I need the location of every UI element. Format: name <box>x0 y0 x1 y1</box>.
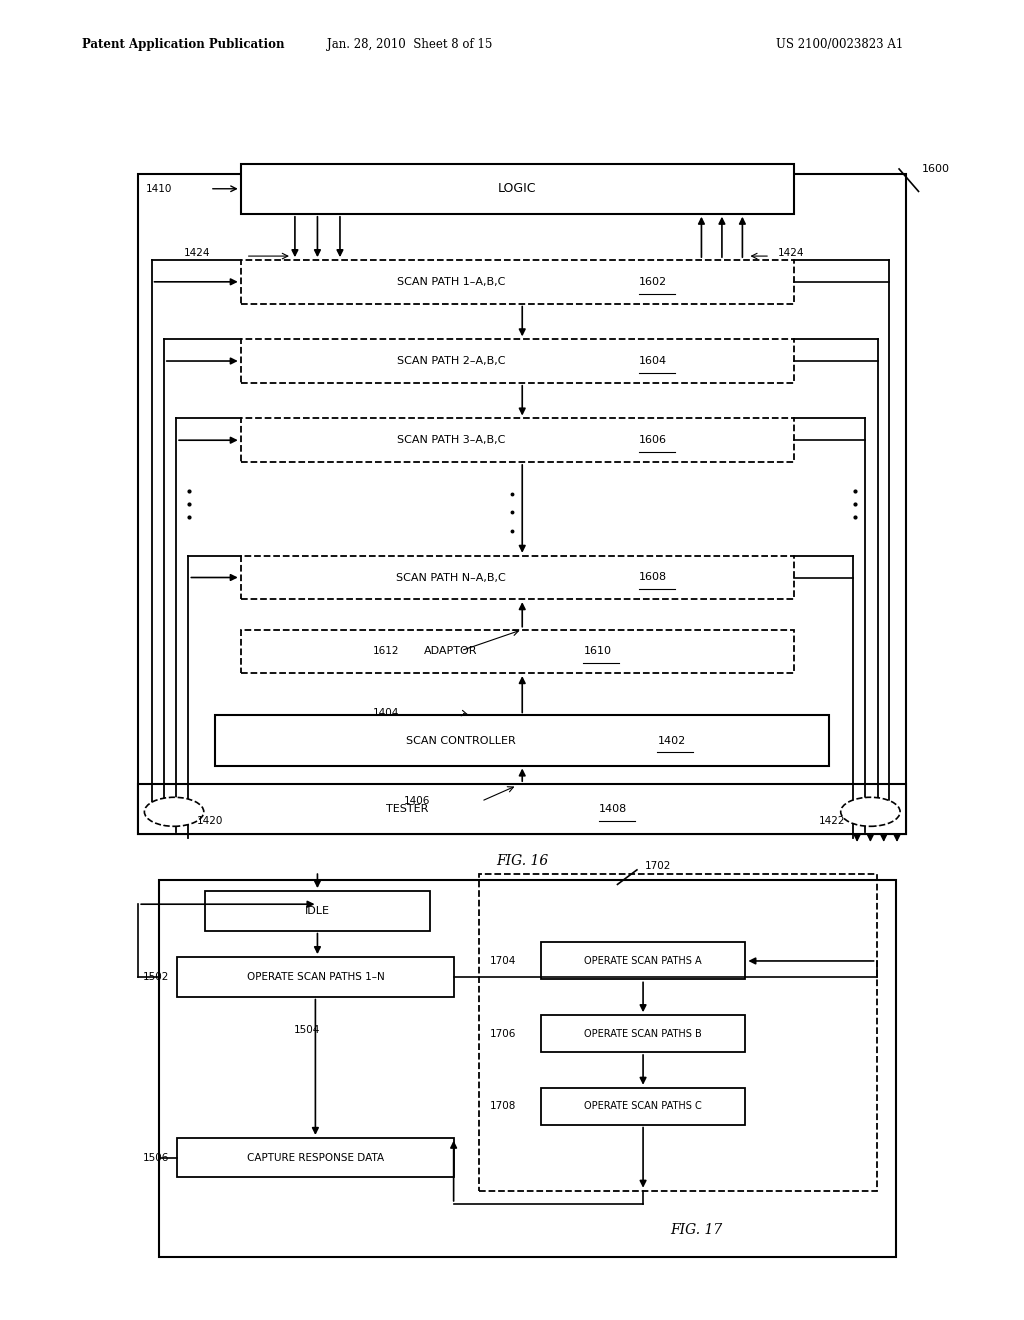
Text: 1610: 1610 <box>584 647 611 656</box>
Text: SCAN PATH 2–A,B,C: SCAN PATH 2–A,B,C <box>396 356 505 366</box>
Text: US 2100/0023823 A1: US 2100/0023823 A1 <box>776 38 903 51</box>
FancyBboxPatch shape <box>541 1015 745 1052</box>
Text: FIG. 17: FIG. 17 <box>670 1224 723 1237</box>
FancyBboxPatch shape <box>177 957 454 997</box>
Ellipse shape <box>144 797 204 826</box>
Text: 1424: 1424 <box>183 248 210 259</box>
Text: 1604: 1604 <box>639 356 667 366</box>
Text: Jan. 28, 2010  Sheet 8 of 15: Jan. 28, 2010 Sheet 8 of 15 <box>327 38 493 51</box>
Text: 1602: 1602 <box>639 277 667 286</box>
Text: 1422: 1422 <box>819 816 846 826</box>
Text: OPERATE SCAN PATHS B: OPERATE SCAN PATHS B <box>585 1028 701 1039</box>
Text: 1704: 1704 <box>489 956 516 966</box>
Text: 1600: 1600 <box>922 164 949 174</box>
Text: 1406: 1406 <box>403 796 430 807</box>
Text: 1424: 1424 <box>778 248 805 259</box>
Text: OPERATE SCAN PATHS C: OPERATE SCAN PATHS C <box>585 1101 701 1111</box>
Text: 1506: 1506 <box>142 1152 169 1163</box>
FancyBboxPatch shape <box>159 880 896 1257</box>
Text: 1410: 1410 <box>145 183 172 194</box>
Ellipse shape <box>841 797 900 826</box>
Text: Patent Application Publication: Patent Application Publication <box>82 38 285 51</box>
Text: 1602: 1602 <box>639 277 667 286</box>
Text: LOGIC: LOGIC <box>498 182 537 195</box>
Text: IDLE: IDLE <box>305 906 330 916</box>
Text: CAPTURE RESPONSE DATA: CAPTURE RESPONSE DATA <box>247 1152 384 1163</box>
Text: TESTER: TESTER <box>386 804 428 814</box>
FancyBboxPatch shape <box>541 1088 745 1125</box>
Text: 1502: 1502 <box>142 972 169 982</box>
Text: 1608: 1608 <box>639 573 667 582</box>
Text: 1608: 1608 <box>639 573 667 582</box>
FancyBboxPatch shape <box>138 174 906 834</box>
Text: 1604: 1604 <box>639 356 667 366</box>
Text: 1606: 1606 <box>639 436 667 445</box>
FancyBboxPatch shape <box>138 784 906 834</box>
Text: SCAN PATH N–A,B,C: SCAN PATH N–A,B,C <box>396 573 506 582</box>
Text: 1706: 1706 <box>489 1028 516 1039</box>
FancyBboxPatch shape <box>541 942 745 979</box>
Text: FIG. 16: FIG. 16 <box>496 854 549 867</box>
Text: 1408: 1408 <box>599 804 628 814</box>
Text: 1402: 1402 <box>657 735 686 746</box>
Text: 1504: 1504 <box>294 1024 321 1035</box>
Text: 1708: 1708 <box>489 1101 516 1111</box>
Text: ADAPTOR: ADAPTOR <box>424 647 477 656</box>
FancyBboxPatch shape <box>177 1138 454 1177</box>
Text: 1702: 1702 <box>645 861 672 871</box>
Text: SCAN CONTROLLER: SCAN CONTROLLER <box>406 735 516 746</box>
FancyBboxPatch shape <box>215 715 829 766</box>
FancyBboxPatch shape <box>205 891 430 931</box>
Text: 1606: 1606 <box>639 436 667 445</box>
Text: 1404: 1404 <box>373 708 399 718</box>
Text: 1420: 1420 <box>197 816 223 826</box>
Text: SCAN PATH 1–A,B,C: SCAN PATH 1–A,B,C <box>396 277 505 286</box>
Text: 1612: 1612 <box>373 645 399 656</box>
FancyBboxPatch shape <box>241 164 794 214</box>
Text: SCAN PATH 3–A,B,C: SCAN PATH 3–A,B,C <box>396 436 505 445</box>
Text: OPERATE SCAN PATHS A: OPERATE SCAN PATHS A <box>585 956 701 966</box>
Text: OPERATE SCAN PATHS 1–N: OPERATE SCAN PATHS 1–N <box>247 972 384 982</box>
